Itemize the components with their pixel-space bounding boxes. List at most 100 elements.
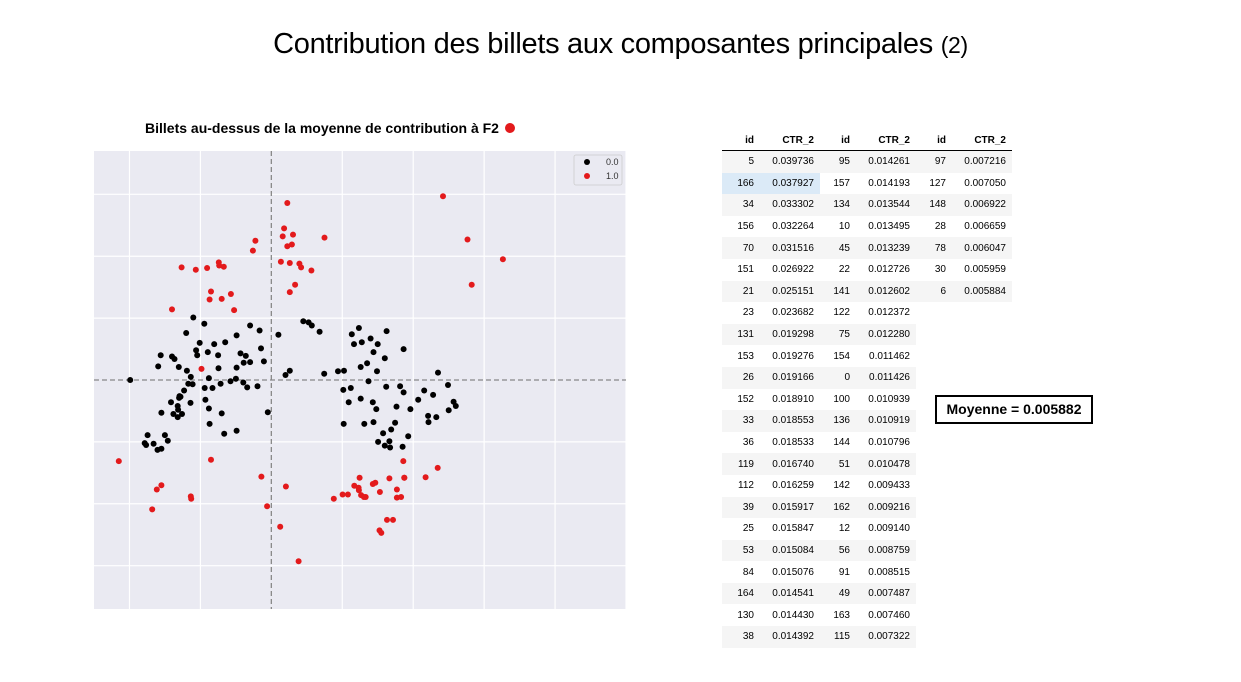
table-row: 100 0.010939 — [818, 389, 916, 411]
cell-id: 10 — [838, 221, 850, 233]
table-row: 141 0.012602 — [818, 280, 916, 303]
scatter-point-class-0 — [221, 430, 228, 437]
cell-ctr2: 0.014430 — [772, 609, 814, 621]
scatter-point-class-0 — [340, 386, 347, 393]
table-row: 163 0.007460 — [818, 604, 916, 626]
scatter-point-class-0 — [240, 379, 247, 386]
cell-id: 134 — [818, 194, 856, 216]
scatter-point-class-0 — [242, 352, 249, 359]
table-row: 10 0.013495 — [818, 216, 916, 238]
scatter-point-class-0 — [183, 367, 190, 374]
scatter-point-class-0 — [282, 372, 289, 378]
table-row: 148 0.006922 — [914, 194, 1012, 216]
reference-lines — [94, 151, 626, 609]
scatter-point-class-1 — [281, 225, 288, 232]
table-row: 122 0.012372 — [818, 302, 916, 324]
scatter-point-class-0 — [340, 420, 347, 427]
table-row: 38 0.014392 — [722, 626, 820, 648]
cell-id: 12 — [838, 523, 850, 535]
cell-ctr2: 0.039736 — [760, 150, 820, 173]
cell-id: 6 — [914, 280, 952, 303]
slide-title: Contribution des billets aux composantes… — [0, 28, 1241, 61]
scatter-point-class-0 — [351, 341, 357, 348]
table-row: 142 0.009433 — [818, 475, 916, 497]
scatter-point-class-1 — [308, 267, 315, 274]
scatter-point-class-0 — [286, 367, 293, 374]
scatter-point-class-0 — [264, 409, 271, 416]
scatter-point-class-0 — [399, 443, 406, 450]
scatter-point-class-0 — [370, 419, 377, 426]
scatter-point-class-0 — [247, 322, 254, 329]
scatter-point-class-1 — [401, 474, 408, 481]
cell-ctr2: 0.014392 — [760, 626, 820, 648]
scatter-point-class-0 — [175, 406, 182, 413]
table-row: 162 0.009216 — [818, 496, 916, 519]
table-row: 95 0.014261 — [818, 150, 916, 173]
table-row: 157 0.014193 — [818, 173, 916, 195]
scatter-point-class-1 — [288, 241, 295, 248]
scatter-point-class-1 — [378, 529, 385, 536]
table-row: 23 0.023682 — [722, 302, 820, 324]
scatter-point-class-0 — [407, 406, 414, 413]
scatter-point-class-1 — [434, 464, 441, 471]
scatter-point-class-0 — [348, 331, 355, 338]
cell-ctr2: 0.010478 — [856, 453, 916, 475]
cell-ctr2: 0.007050 — [964, 177, 1006, 189]
cell-ctr2: 0.019276 — [772, 350, 814, 362]
scatter-point-class-1 — [220, 263, 227, 270]
table-header-row: id CTR_2 — [818, 131, 916, 151]
red-dot-icon — [504, 123, 515, 133]
scatter-point-class-0 — [364, 360, 371, 367]
cell-ctr2: 0.032264 — [772, 221, 814, 233]
table-row: 127 0.007050 — [914, 173, 1012, 195]
scatter-point-class-0 — [425, 419, 432, 426]
table-row: 49 0.007487 — [818, 582, 916, 605]
scatter-point-class-0 — [430, 391, 437, 398]
column-header-id: id — [722, 131, 760, 151]
table-row: 21 0.025151 — [722, 280, 820, 303]
table-row: 75 0.012280 — [818, 323, 916, 346]
scatter-point-class-0 — [361, 420, 368, 427]
scatter-point-class-0 — [341, 367, 347, 374]
scatter-point-class-0 — [369, 399, 376, 406]
table-row: 78 0.006047 — [914, 237, 1012, 259]
scatter-point-class-0 — [345, 399, 352, 406]
cell-id: 45 — [818, 237, 856, 259]
scatter-point-class-0 — [256, 327, 263, 334]
cell-ctr2: 0.011462 — [869, 350, 910, 362]
mean-box: Moyenne = 0.005882 — [935, 395, 1093, 424]
scatter-point-class-1 — [279, 233, 286, 240]
scatter-point-class-0 — [193, 347, 200, 354]
scatter-point-class-0 — [335, 368, 341, 375]
legend-marker-0 — [584, 159, 590, 165]
scatter-point-class-0 — [187, 399, 194, 406]
cell-id: 36 — [742, 437, 754, 449]
legend-label-1: 1.0 — [606, 171, 619, 181]
cell-id: 28 — [934, 221, 946, 233]
scatter-point-class-0 — [158, 409, 165, 416]
cell-id: 130 — [737, 609, 754, 621]
table-row: 12 0.009140 — [818, 518, 916, 540]
table-row: 45 0.013239 — [818, 237, 916, 259]
table-row: 115 0.007322 — [818, 626, 916, 648]
points-layer — [115, 193, 506, 565]
cell-id: 144 — [833, 437, 850, 449]
cell-ctr2: 0.026922 — [772, 264, 814, 276]
cell-ctr2: 0.012372 — [868, 307, 910, 319]
scatter-point-class-1 — [282, 483, 289, 490]
scatter-point-class-1 — [178, 264, 185, 271]
cell-ctr2: 0.014193 — [868, 177, 910, 189]
scatter-point-class-0 — [201, 385, 208, 391]
cell-ctr2: 0.012280 — [856, 323, 916, 346]
table-row: 119 0.016740 — [722, 453, 820, 475]
cell-ctr2: 0.011426 — [856, 366, 916, 389]
scatter-point-class-1 — [227, 291, 234, 297]
cell-ctr2: 0.007487 — [856, 582, 916, 605]
scatter-point-class-0 — [215, 352, 222, 359]
scatter-point-class-0 — [233, 364, 240, 371]
scatter-point-class-0 — [205, 375, 212, 382]
scatter-point-class-1 — [153, 486, 160, 493]
cell-ctr2: 0.015847 — [772, 523, 814, 535]
scatter-point-class-1 — [355, 487, 362, 494]
cell-id: 91 — [838, 566, 850, 578]
